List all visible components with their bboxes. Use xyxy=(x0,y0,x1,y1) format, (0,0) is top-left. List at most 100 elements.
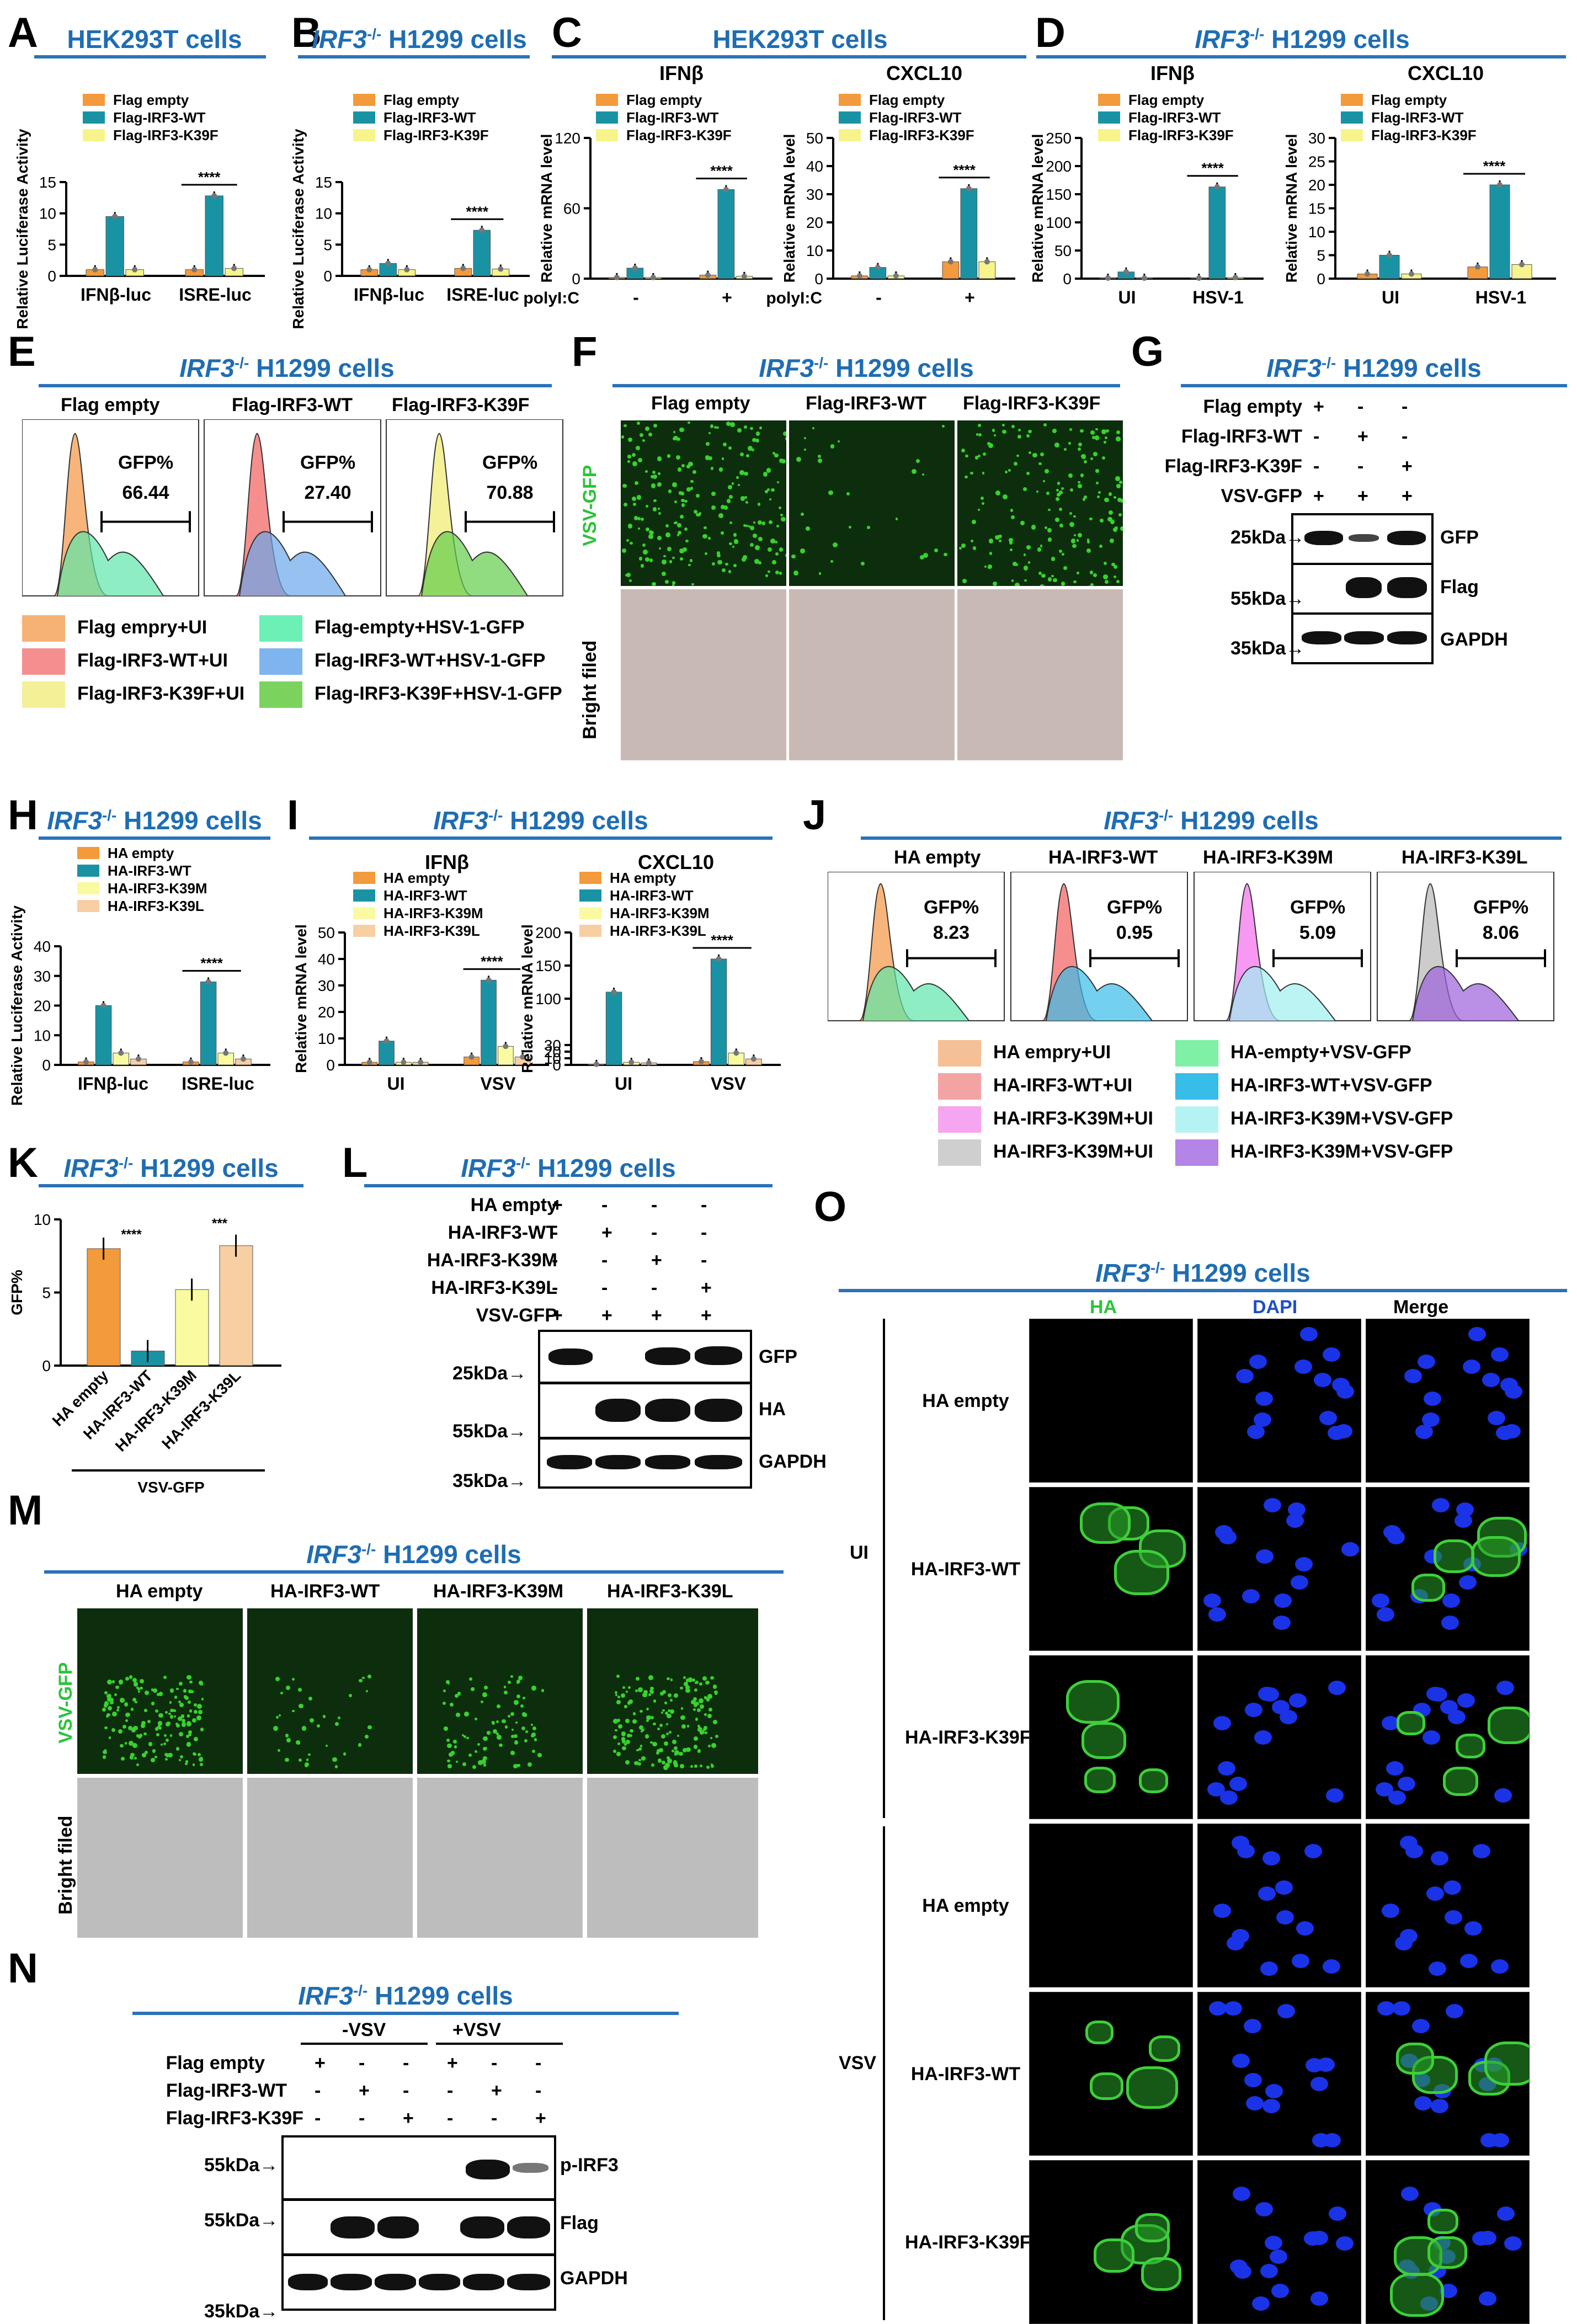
legend-label: Flag-IRF3-K39F xyxy=(1371,127,1477,143)
gfp-cell xyxy=(978,433,982,437)
nucleus xyxy=(1255,1391,1274,1406)
gfp-cell xyxy=(681,463,685,468)
gfp-cell xyxy=(348,1693,352,1697)
title-underline-c xyxy=(552,55,1026,58)
gfp-cell xyxy=(621,1731,626,1736)
gfp-cell xyxy=(1113,527,1118,532)
nucleus xyxy=(1254,1730,1272,1745)
gfp-cell xyxy=(1061,487,1064,491)
data-point xyxy=(593,1061,599,1067)
gfp-cell xyxy=(710,1763,713,1766)
gfp-cell xyxy=(616,1699,621,1704)
gfp-cell xyxy=(322,1715,326,1718)
gfp-cell xyxy=(502,1719,506,1723)
j-legend-2: HA-empty+VSV-GFP xyxy=(1230,1042,1411,1063)
significance-label: **** xyxy=(711,932,733,948)
nucleus xyxy=(1218,1529,1237,1544)
nucleus xyxy=(1393,2001,1411,2016)
g-band xyxy=(1387,531,1426,545)
o-merge-image xyxy=(1366,1824,1530,1987)
legend-label: Flag empty xyxy=(869,92,945,108)
gfp-cell xyxy=(672,581,676,585)
gfp-cell xyxy=(139,1678,144,1684)
y-tick-label: 10 xyxy=(318,1030,335,1047)
nucleus xyxy=(1372,1593,1390,1608)
j-legend-swatch-3 xyxy=(938,1073,981,1100)
g-band xyxy=(1344,631,1384,644)
gfp-cell xyxy=(180,1755,184,1758)
y-tick-label: 20 xyxy=(34,998,51,1015)
n-cond-3: Flag-IRF3-K39F xyxy=(166,2108,303,2129)
j-legend-swatch-6 xyxy=(1175,1106,1218,1133)
nucleus xyxy=(1233,2187,1251,2202)
gfp-cell xyxy=(299,1758,302,1762)
g-sign-1-2: - xyxy=(1357,396,1364,417)
gfp-cell xyxy=(699,1682,703,1686)
gfp-cell xyxy=(849,525,852,529)
gfp-cell xyxy=(681,499,685,503)
gfp-cell xyxy=(130,1752,135,1757)
bar xyxy=(95,1005,112,1065)
j-legend-swatch-5 xyxy=(938,1106,981,1133)
gfp-cell xyxy=(133,1681,138,1687)
bar xyxy=(113,1053,129,1065)
significance-label: **** xyxy=(121,1227,142,1242)
gfp-cell xyxy=(201,1698,204,1701)
legend-swatch xyxy=(1341,94,1363,106)
gfp-cell xyxy=(961,448,965,452)
n-marker-2: 55kDa→ xyxy=(204,2210,279,2231)
bar xyxy=(86,269,104,276)
gfp-cell xyxy=(125,1676,129,1681)
o-row-label: HA-IRF3-K39F xyxy=(905,2232,1031,2253)
m-bf-image-3 xyxy=(417,1778,583,1938)
gfp-cell xyxy=(759,427,762,429)
gfp-cell xyxy=(775,552,779,556)
legend-label: HA-IRF3-K39L xyxy=(610,923,706,939)
e-legend-swatch-2 xyxy=(259,615,302,642)
nucleus xyxy=(1247,1425,1265,1440)
gfp-cell xyxy=(702,534,707,539)
gfp-cell xyxy=(668,548,672,552)
nucleus xyxy=(1411,2018,1430,2033)
l-cond-2: HA-IRF3-WT xyxy=(447,1222,557,1243)
legend-swatch xyxy=(1341,129,1363,141)
gfp-cell xyxy=(496,1704,501,1709)
treatment-sign: - xyxy=(403,2080,409,2101)
g-sign-2-3: - xyxy=(1402,426,1408,447)
nucleus xyxy=(1401,2187,1419,2202)
gfp-cell xyxy=(338,1717,340,1720)
gfp-cell xyxy=(131,1727,136,1733)
gfp-cell xyxy=(646,527,649,531)
gfp-cell xyxy=(115,1685,119,1689)
significance-label: *** xyxy=(212,1216,228,1231)
data-point xyxy=(705,272,711,278)
gfp-cell xyxy=(1082,498,1085,501)
treatment-sign: - xyxy=(651,1195,658,1216)
gfp-cell xyxy=(154,1709,158,1713)
gfp-cell xyxy=(765,490,768,493)
title-c: HEK293T cells xyxy=(712,25,888,54)
legend-swatch xyxy=(77,865,99,877)
ha-positive-cell xyxy=(1080,1502,1131,1544)
gfp-cell xyxy=(616,1752,621,1756)
gfp-cell xyxy=(708,432,711,435)
gfp-cell xyxy=(704,1713,707,1716)
m-bf-image-2 xyxy=(247,1778,413,1938)
gfp-cell xyxy=(613,1749,617,1753)
gfp-cell xyxy=(626,1739,631,1745)
gfp-cell xyxy=(163,1734,167,1737)
gfp-cell xyxy=(761,521,766,526)
gfp-cell xyxy=(102,1708,106,1712)
data-point xyxy=(1214,184,1220,190)
gfp-cell xyxy=(661,1734,666,1739)
gfp-cell xyxy=(767,547,772,552)
gfp-cell xyxy=(1024,579,1027,582)
gfp-cell xyxy=(1059,523,1064,527)
gfp-cell xyxy=(707,1714,712,1719)
gfp-cell xyxy=(696,513,700,517)
legend-swatch xyxy=(839,129,861,141)
m-bf-image-4 xyxy=(587,1778,758,1938)
gfp-cell xyxy=(175,1722,178,1725)
gfp-cell xyxy=(1011,579,1014,582)
panel-letter-h: H xyxy=(8,792,38,839)
